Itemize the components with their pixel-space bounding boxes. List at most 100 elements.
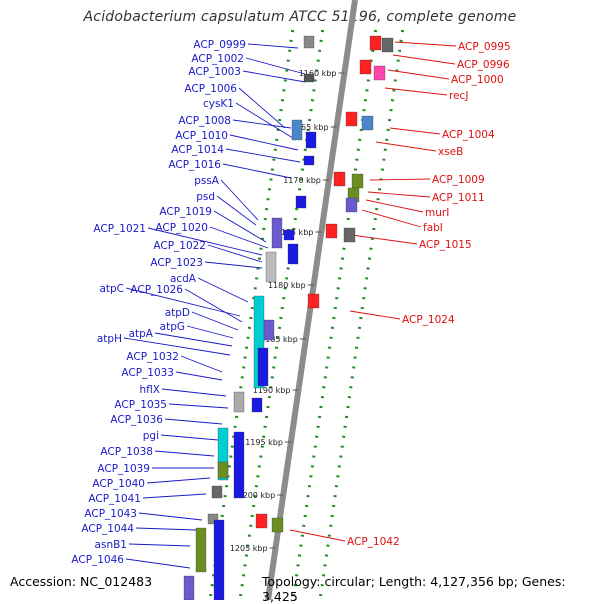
gene-feature — [233, 391, 245, 413]
left-gene-connector — [125, 558, 191, 569]
left-gene-connector — [197, 277, 249, 303]
right-gene-connector — [365, 199, 424, 213]
right-gene-connector — [375, 141, 437, 152]
gene-feature — [257, 347, 269, 387]
gene-feature — [303, 73, 315, 83]
left-gene-label: ACP_1032 — [126, 351, 179, 363]
left-gene-label: ACP_1038 — [100, 446, 153, 458]
left-gene-connector — [247, 43, 299, 49]
right-gene-connector — [351, 234, 418, 245]
left-gene-connector — [135, 527, 197, 531]
gene-feature — [291, 119, 303, 141]
left-gene-connector — [128, 543, 191, 547]
scale-label: 1170 kbp — [283, 176, 321, 185]
right-gene-label: ACP_0996 — [457, 59, 510, 71]
left-gene-connector — [138, 512, 203, 521]
left-gene-connector — [184, 288, 243, 323]
left-gene-connector — [245, 57, 306, 75]
gene-feature — [381, 37, 394, 53]
gene-feature — [283, 229, 295, 241]
right-gene-label: ACP_0995 — [458, 41, 511, 53]
left-gene-label: ACP_1026 — [130, 284, 183, 296]
gene-feature — [305, 131, 317, 149]
left-gene-connector — [216, 195, 257, 226]
left-gene-label: ACP_1036 — [110, 414, 163, 426]
left-gene-connector — [125, 287, 241, 317]
right-gene-label: ACP_1004 — [442, 129, 495, 141]
left-gene-connector — [222, 163, 292, 179]
gene-feature — [263, 319, 275, 341]
left-gene-connector — [142, 493, 207, 499]
right-gene-label: ACP_1011 — [432, 192, 485, 204]
left-gene-label: ACP_1033 — [121, 367, 174, 379]
left-gene-label: cysK1 — [203, 98, 234, 110]
left-gene-connector — [161, 388, 227, 397]
left-gene-label: hflX — [140, 384, 160, 396]
left-gene-connector — [147, 227, 263, 256]
left-gene-connector — [164, 418, 223, 425]
left-gene-connector — [232, 119, 292, 129]
left-gene-label: atpH — [97, 333, 122, 345]
right-gene-connector — [392, 54, 456, 65]
gene-feature — [213, 519, 225, 600]
left-gene-connector — [180, 355, 223, 373]
gene-feature — [361, 115, 374, 131]
right-gene-connector — [394, 41, 457, 47]
right-gene-label: ACP_1000 — [451, 74, 504, 86]
left-gene-label: ACP_1006 — [184, 83, 237, 95]
gene-feature — [253, 295, 265, 389]
right-gene-label: xseB — [438, 146, 463, 158]
left-gene-label: ACP_1003 — [188, 66, 241, 78]
gene-feature — [351, 173, 364, 189]
gene-feature — [207, 513, 219, 525]
right-gene-label: ACP_1009 — [432, 174, 485, 186]
right-gene-connector — [289, 529, 346, 542]
right-gene-label: murI — [425, 207, 449, 219]
left-gene-connector — [175, 371, 223, 381]
scale-label: 1175 kbp — [276, 228, 314, 237]
left-gene-label: acdA — [170, 273, 197, 285]
left-gene-label: atpG — [160, 321, 185, 333]
left-gene-label: pssA — [194, 175, 220, 187]
gene-feature — [359, 59, 372, 75]
left-gene-connector — [242, 70, 306, 83]
left-gene-label: ACP_1020 — [155, 222, 208, 234]
left-gene-label: ACP_1008 — [178, 115, 231, 127]
gene-feature — [369, 35, 382, 51]
left-gene-connector — [220, 179, 259, 221]
left-gene-connector — [154, 450, 215, 457]
left-gene-label: ACP_1019 — [159, 206, 212, 218]
scale-label: 1195 kbp — [245, 438, 283, 447]
left-gene-label: ACP_1044 — [81, 523, 134, 535]
left-gene-connector — [123, 337, 231, 356]
left-gene-connector — [225, 148, 301, 163]
gene-feature — [255, 513, 268, 529]
right-gene-connector — [367, 191, 431, 198]
left-gene-connector — [160, 434, 219, 441]
left-gene-connector — [213, 210, 267, 243]
left-gene-label: psd — [196, 191, 215, 203]
left-gene-label: ACP_0999 — [193, 39, 246, 51]
right-gene-label: ACP_1024 — [402, 314, 455, 326]
gene-feature — [307, 293, 320, 309]
left-gene-label: ACP_1023 — [150, 257, 203, 269]
guide-line-right-inner — [291, 29, 378, 600]
gene-feature — [271, 217, 283, 249]
left-gene-connector — [186, 325, 234, 339]
scale-label: 1190 kbp — [253, 386, 291, 395]
left-gene-label: atpC — [99, 283, 124, 295]
gene-feature — [217, 461, 229, 479]
gene-feature — [373, 65, 386, 81]
accession-text: Accession: NC_012483 — [10, 574, 153, 589]
left-gene-label: asnB1 — [95, 539, 127, 551]
left-gene-label: atpD — [165, 307, 190, 319]
map-title: Acidobacterium capsulatum ATCC 51196, co… — [83, 9, 517, 25]
gene-feature — [211, 485, 223, 499]
left-gene-connector — [168, 403, 229, 409]
scale-label: 1185 kbp — [260, 335, 298, 344]
right-gene-connector — [389, 127, 441, 135]
guide-line-right-outer — [318, 29, 405, 600]
left-gene-label: ACP_1039 — [97, 463, 150, 475]
right-gene-connector — [369, 178, 431, 181]
